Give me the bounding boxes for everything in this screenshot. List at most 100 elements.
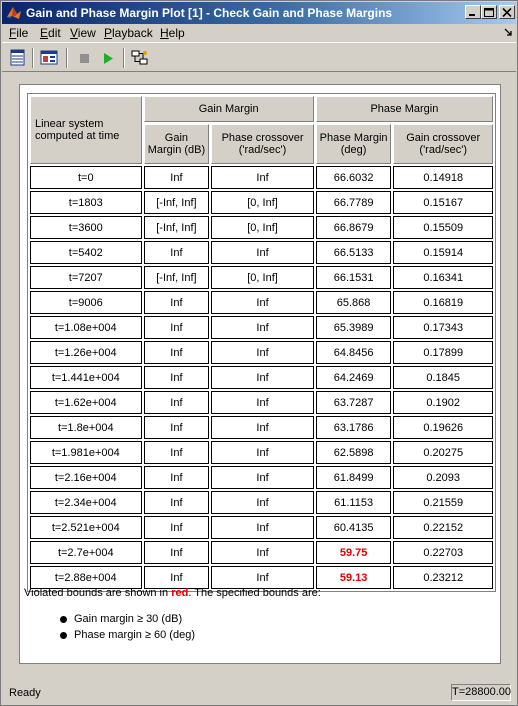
toolbar-separator <box>32 48 34 68</box>
time-cell: t=0 <box>30 166 142 189</box>
play-icon <box>104 53 113 64</box>
table-row: t=2.16e+004 Inf Inf 61.8499 0.2093 <box>30 466 493 489</box>
time-cell: t=1.981e+004 <box>30 441 142 464</box>
gain-crossover-cell: 0.17899 <box>393 341 493 364</box>
close-icon <box>502 8 512 17</box>
phase-margin-cell: 62.5898 <box>315 441 392 464</box>
toolbar-separator <box>123 48 125 68</box>
gain-crossover-cell: 0.22703 <box>393 541 493 564</box>
gain-margin-cell: Inf <box>143 316 210 339</box>
gain-crossover-cell: 0.22152 <box>393 516 493 539</box>
gain-crossover-cell: 0.15167 <box>393 191 493 214</box>
show-table-button[interactable] <box>8 48 28 68</box>
linearize-button[interactable] <box>130 48 150 68</box>
close-button[interactable] <box>499 5 515 19</box>
phase-crossover-cell: Inf <box>211 166 314 189</box>
time-cell: t=1803 <box>30 191 142 214</box>
time-cell: t=1.62e+004 <box>30 391 142 414</box>
phase-crossover-cell: Inf <box>211 241 314 264</box>
table-row: t=1.62e+004 Inf Inf 63.7287 0.1902 <box>30 391 493 414</box>
minimize-icon <box>469 14 475 16</box>
show-plot-button[interactable] <box>39 48 59 68</box>
time-cell: t=9006 <box>30 291 142 314</box>
gain-margin-cell: [-Inf, Inf] <box>143 266 210 289</box>
gain-margin-cell: [-Inf, Inf] <box>143 216 210 239</box>
phase-margin-cell: 65.868 <box>315 291 392 314</box>
phase-margin-cell: 66.8679 <box>315 216 392 239</box>
gain-margin-cell: Inf <box>143 391 210 414</box>
time-cell: t=1.26e+004 <box>30 341 142 364</box>
status-text: Ready <box>9 687 41 699</box>
phase-crossover-cell: Inf <box>211 341 314 364</box>
table-row: t=1.441e+004 Inf Inf 64.2469 0.1845 <box>30 366 493 389</box>
phase-crossover-cell: Inf <box>211 316 314 339</box>
table-row: t=9006 Inf Inf 65.868 0.16819 <box>30 291 493 314</box>
menu-edit-accel: E <box>40 26 49 40</box>
gain-crossover-cell: 0.14918 <box>393 166 493 189</box>
phase-crossover-cell: Inf <box>211 491 314 514</box>
menu-edit[interactable]: Edit <box>40 26 61 40</box>
menu-view[interactable]: View <box>70 26 96 40</box>
phase-margin-cell: 63.1786 <box>315 416 392 439</box>
dock-arrow-icon[interactable] <box>503 27 513 37</box>
gain-margin-cell: Inf <box>143 516 210 539</box>
toolbar-separator <box>66 48 68 68</box>
phase-margin-cell: 59.75 <box>315 541 392 564</box>
gain-crossover-cell: 0.15509 <box>393 216 493 239</box>
phase-crossover-cell: Inf <box>211 466 314 489</box>
linearize-icon <box>131 50 148 65</box>
bullet-icon <box>60 632 67 639</box>
phase-margin-cell: 63.7287 <box>315 391 392 414</box>
phase-margin-group-header: Phase Margin <box>315 96 493 122</box>
gain-margin-cell: Inf <box>143 491 210 514</box>
phase-margin-cell: 60.4135 <box>315 516 392 539</box>
maximize-button[interactable] <box>481 5 497 19</box>
phase-margin-cell: 65.3989 <box>315 316 392 339</box>
phase-margin-cell: 61.1153 <box>315 491 392 514</box>
gain-crossover-cell: 0.16819 <box>393 291 493 314</box>
table-row: t=2.34e+004 Inf Inf 61.1153 0.21559 <box>30 491 493 514</box>
phase-crossover-cell: Inf <box>211 366 314 389</box>
gain-margin-cell: Inf <box>143 416 210 439</box>
time-cell: t=2.16e+004 <box>30 466 142 489</box>
gain-crossover-cell: 0.2093 <box>393 466 493 489</box>
violation-note: Violated bounds are shown in red. The sp… <box>24 587 321 599</box>
table-row: t=0 Inf Inf 66.6032 0.14918 <box>30 166 493 189</box>
stop-button[interactable] <box>74 48 94 68</box>
table-row: t=2.7e+004 Inf Inf 59.75 0.22703 <box>30 541 493 564</box>
table-row: t=7207 [-Inf, Inf] [0, Inf] 66.1531 0.16341 <box>30 266 493 289</box>
gain-crossover-cell: 0.21559 <box>393 491 493 514</box>
gain-margin-header: Gain Margin (dB) <box>143 124 210 164</box>
time-cell: t=2.88e+004 <box>30 566 142 589</box>
note-prefix: Violated bounds are shown in <box>24 587 172 599</box>
gain-crossover-cell: 0.23212 <box>393 566 493 589</box>
table-row: t=3600 [-Inf, Inf] [0, Inf] 66.8679 0.15509 <box>30 216 493 239</box>
minimize-button[interactable] <box>465 5 481 19</box>
phase-margin-cell: 64.2469 <box>315 366 392 389</box>
gain-margin-group-header: Gain Margin <box>143 96 314 122</box>
title-bar[interactable]: Gain and Phase Margin Plot [1] - Check G… <box>2 2 516 24</box>
menu-playback[interactable]: Playback <box>104 26 153 40</box>
matlab-app-icon <box>7 7 21 19</box>
time-cell: t=7207 <box>30 266 142 289</box>
bound-text: Gain margin ≥ 30 (dB) <box>74 613 183 625</box>
gain-crossover-cell: 0.16341 <box>393 266 493 289</box>
table-row: t=2.521e+004 Inf Inf 60.4135 0.22152 <box>30 516 493 539</box>
menu-view-accel: V <box>70 26 78 40</box>
phase-crossover-cell: Inf <box>211 566 314 589</box>
play-button[interactable] <box>98 48 118 68</box>
time-cell: t=1.8e+004 <box>30 416 142 439</box>
results-panel: Linear system computed at time Gain Marg… <box>19 84 501 664</box>
margins-table-body: t=0 Inf Inf 66.6032 0.14918 t=1803 [-Inf, Inf]… <box>30 166 493 589</box>
gain-margin-cell: [-Inf, Inf] <box>143 191 210 214</box>
phase-crossover-cell: Inf <box>211 516 314 539</box>
menu-help[interactable]: Help <box>160 26 185 40</box>
gain-margin-cell: Inf <box>143 291 210 314</box>
simulation-time-readout: T=28800.00 <box>451 684 511 701</box>
margins-table: Linear system computed at time Gain Marg… <box>27 93 496 592</box>
note-red-word: red <box>171 587 189 599</box>
menu-file[interactable]: File <box>9 26 29 40</box>
menu-file-accel: F <box>9 26 17 40</box>
gain-crossover-cell: 0.15914 <box>393 241 493 264</box>
